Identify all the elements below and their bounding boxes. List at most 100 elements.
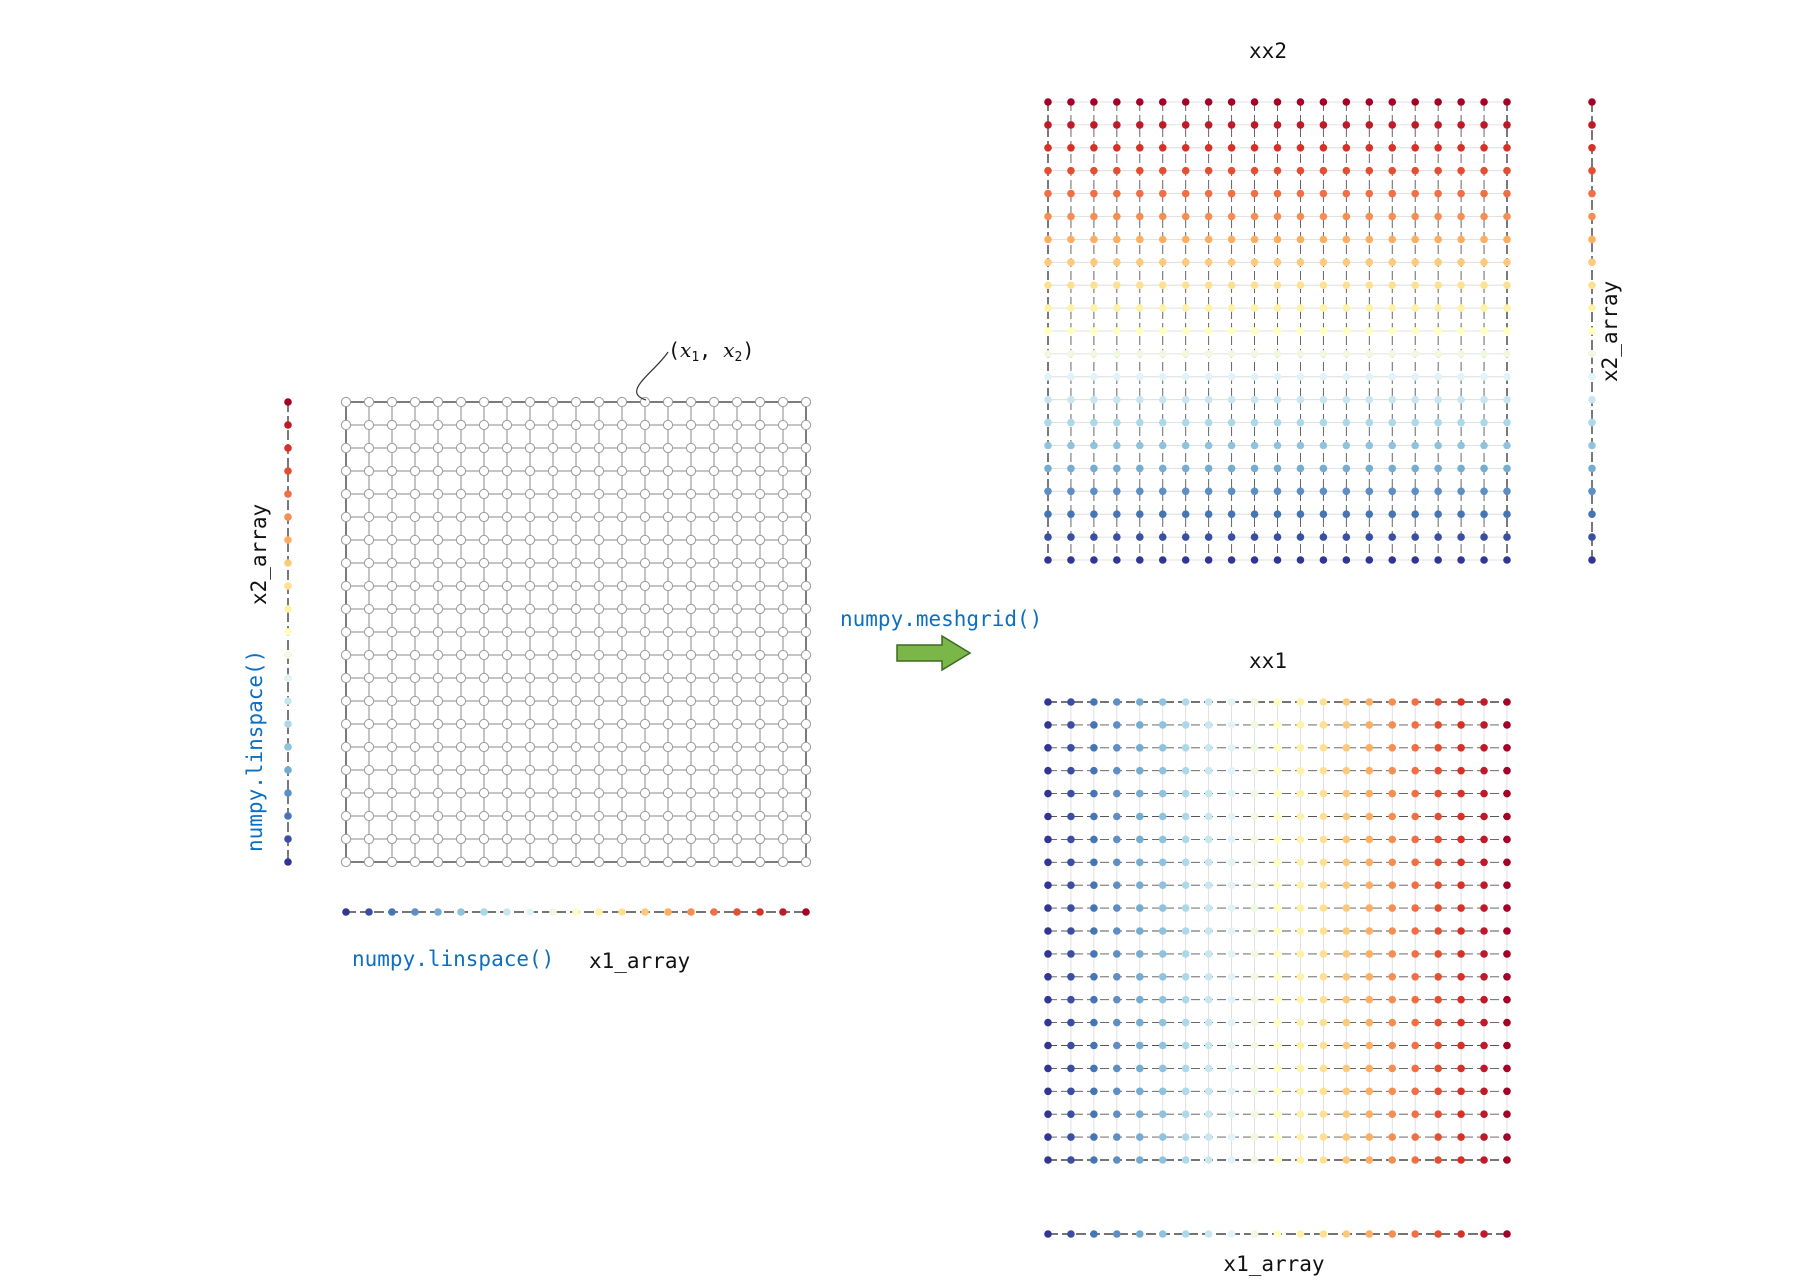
vector-point [756, 908, 764, 916]
grid-point [777, 442, 789, 454]
xx1-point [1273, 904, 1282, 912]
xx2-point [1113, 418, 1121, 427]
grid-point [777, 626, 789, 638]
xx1-point [1273, 1110, 1282, 1118]
xx2-point [1136, 395, 1144, 404]
xx1-point [1296, 881, 1305, 889]
xx2-point [1136, 441, 1144, 450]
xx1-point [1480, 721, 1488, 729]
xx2-point [1319, 418, 1328, 427]
xx1-point [1342, 858, 1351, 867]
xx2-point [1319, 441, 1328, 450]
xx1-point [1044, 1110, 1052, 1118]
xx1-point [1273, 995, 1282, 1004]
xx1-point [1480, 995, 1488, 1004]
xx2-point [1273, 533, 1282, 541]
xx2-point [1457, 464, 1465, 473]
xx2-point [1204, 235, 1213, 244]
xx1-point [1342, 1110, 1351, 1118]
xx1-point [1204, 1133, 1213, 1141]
xx2-point [1273, 189, 1282, 198]
vector-point [687, 908, 695, 916]
grid-point [708, 718, 720, 730]
xx2-point [1434, 350, 1442, 358]
xx2-point [1204, 350, 1213, 358]
xx2-point [1273, 350, 1282, 358]
grid-point [639, 488, 651, 500]
xx2-point [1365, 350, 1374, 358]
xx1-point [1457, 950, 1465, 958]
xx2-point [1503, 98, 1511, 106]
xx1-point [1158, 1156, 1167, 1164]
grid-point [501, 603, 513, 615]
vector-point [641, 908, 649, 916]
grid-point [754, 557, 766, 569]
xx2-point [1365, 121, 1374, 129]
grid-point [455, 718, 467, 730]
xx1-point [1136, 1156, 1144, 1164]
grid-point [731, 741, 743, 753]
vector-point [1158, 1230, 1167, 1238]
xx1-point [1457, 1064, 1465, 1073]
grid-point [800, 833, 812, 845]
grid-point [593, 557, 605, 569]
xx2-point [1136, 464, 1144, 473]
grid-point [524, 718, 536, 730]
xx1-point [1365, 995, 1374, 1004]
xx1-point [1067, 858, 1075, 867]
xx2-point [1158, 98, 1167, 106]
xx2-point [1273, 487, 1282, 496]
xx2-point [1227, 373, 1236, 381]
grid-point [708, 672, 720, 684]
grid-point [478, 396, 490, 408]
xx1-point [1503, 1133, 1511, 1141]
xx1-point [1365, 766, 1374, 775]
xx2-point [1136, 144, 1144, 152]
grid-point [363, 557, 375, 569]
xx2-point [1319, 98, 1328, 106]
grid-point [731, 488, 743, 500]
xx2-point [1113, 533, 1121, 541]
xx2-point [1480, 121, 1488, 129]
grid-point [524, 603, 536, 615]
xx2-point [1044, 281, 1052, 290]
xx2-point [1227, 327, 1236, 335]
xx2-point [1204, 327, 1213, 335]
grid-point [685, 787, 697, 799]
xx1-point [1480, 904, 1488, 912]
xx2-point [1480, 350, 1488, 358]
xx1-point [1296, 1087, 1305, 1096]
xx1-point [1227, 858, 1236, 867]
xx1-point [1365, 812, 1374, 821]
xx2-point [1044, 189, 1052, 198]
vector-point [1588, 189, 1596, 198]
grid-point [616, 810, 628, 822]
xx2-point [1227, 441, 1236, 450]
grid-point [409, 534, 421, 546]
xx1-point [1457, 858, 1465, 867]
grid-point [386, 419, 398, 431]
xx1-point [1044, 1064, 1052, 1073]
xx2-point [1044, 373, 1052, 381]
xx1-point [1296, 950, 1305, 958]
grid-point [409, 764, 421, 776]
xx1-point [1319, 1156, 1328, 1164]
xx2-point [1227, 510, 1236, 518]
grid-point [639, 764, 651, 776]
xx2-point [1044, 464, 1052, 473]
xx1-point [1342, 995, 1351, 1004]
vector-point [365, 908, 373, 916]
xx1-point [1319, 766, 1328, 775]
grid-point [432, 557, 444, 569]
vector-point [1204, 1230, 1213, 1238]
xx2-point [1319, 556, 1328, 564]
xx2-point [1434, 189, 1442, 198]
grid-point [478, 787, 490, 799]
grid-point [409, 741, 421, 753]
grid-point [340, 557, 352, 569]
xx1-point [1227, 950, 1236, 958]
xx1-point [1503, 1018, 1511, 1027]
xx1-point [1503, 1064, 1511, 1073]
xx2-point [1044, 144, 1052, 152]
xx2-point [1113, 395, 1121, 404]
